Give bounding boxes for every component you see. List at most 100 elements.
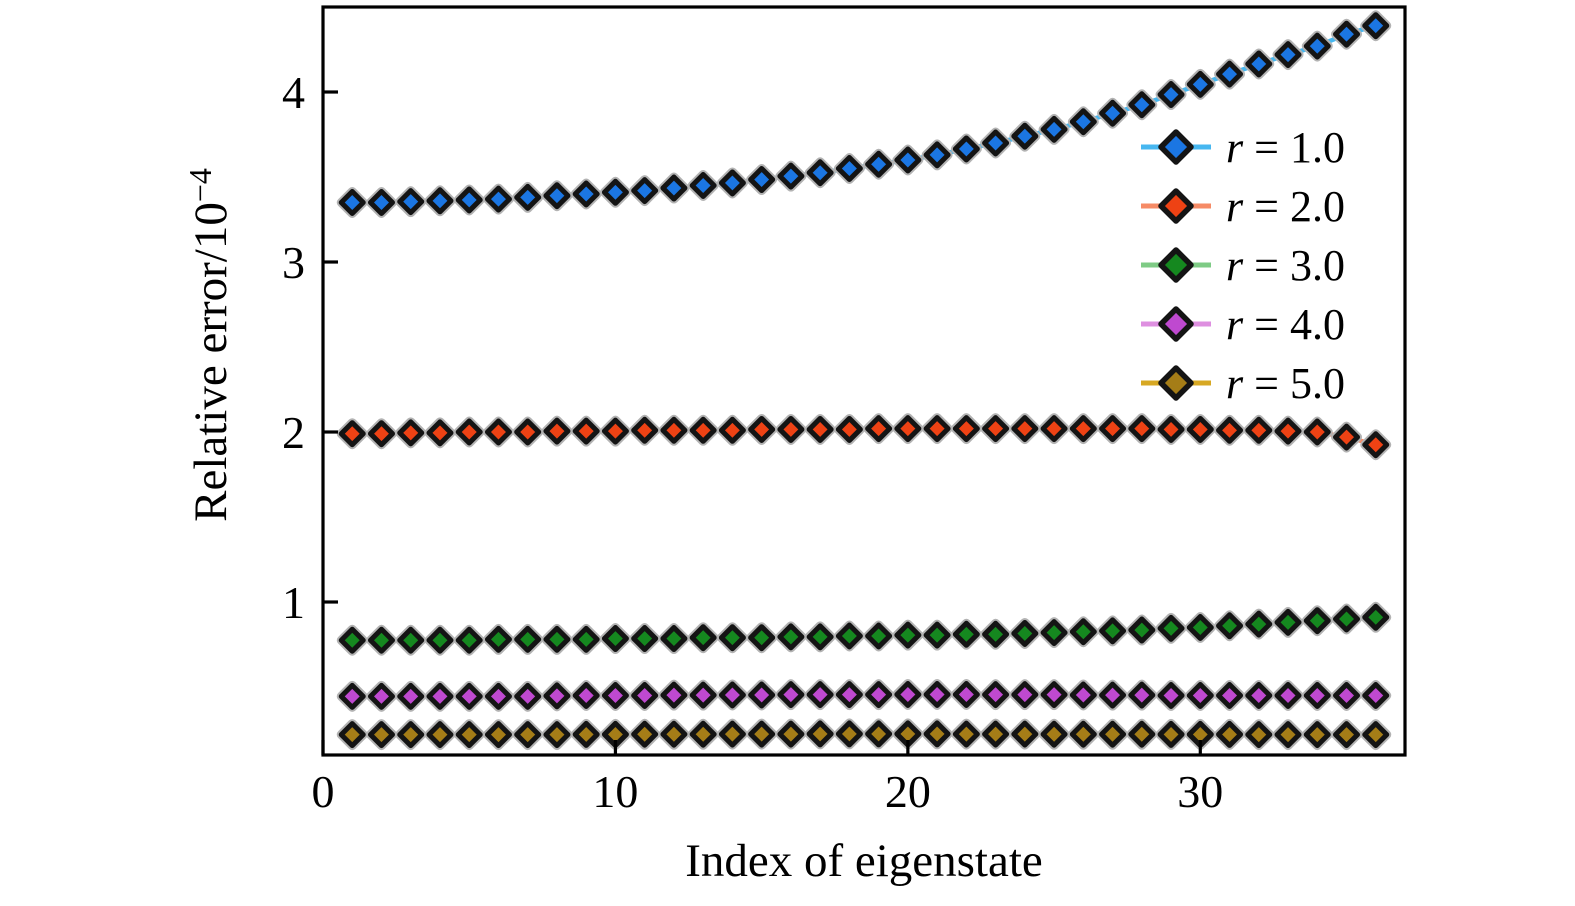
data-point	[894, 146, 922, 174]
data-point	[631, 625, 659, 653]
data-point	[835, 681, 863, 709]
data-point	[1362, 12, 1390, 40]
data-point	[660, 720, 688, 748]
data-point	[367, 420, 395, 448]
legend-entry-r=5.0: r = 5.0	[1141, 359, 1345, 408]
data-point	[923, 621, 951, 649]
data-point	[982, 415, 1010, 443]
y-tick-label: 3	[282, 237, 305, 288]
y-tick-label: 1	[282, 577, 305, 628]
data-point	[865, 415, 893, 443]
data-point	[718, 720, 746, 748]
data-point	[1069, 681, 1097, 709]
data-point	[923, 141, 951, 169]
data-point	[1099, 720, 1127, 748]
x-axis-label: Index of eigenstate	[685, 835, 1043, 887]
data-point	[1216, 720, 1244, 748]
data-point	[1069, 618, 1097, 646]
data-point	[923, 720, 951, 748]
data-point	[367, 626, 395, 654]
data-point	[1099, 415, 1127, 443]
data-point	[835, 720, 863, 748]
data-point	[543, 625, 571, 653]
legend-entry-r=2.0: r = 2.0	[1141, 182, 1345, 231]
data-point	[1040, 681, 1068, 709]
data-point	[1333, 605, 1361, 633]
data-point	[952, 680, 980, 708]
data-point	[777, 720, 805, 748]
data-point	[1333, 721, 1361, 749]
series-r=3.0	[336, 601, 1392, 656]
data-point	[338, 420, 366, 448]
data-point	[601, 178, 629, 206]
data-point	[1011, 681, 1039, 709]
data-point	[338, 682, 366, 710]
x-tick-label: 10	[592, 766, 638, 817]
data-point	[426, 682, 454, 710]
series-r=2.0	[336, 413, 1392, 461]
data-point	[338, 189, 366, 216]
axes-frame	[321, 5, 1407, 757]
data-point	[572, 417, 600, 445]
data-point	[1274, 41, 1302, 69]
legend-marker-icon	[1158, 188, 1194, 224]
legend-marker-icon	[1158, 365, 1194, 401]
data-point	[806, 623, 834, 651]
data-point	[1099, 681, 1127, 709]
data-point	[514, 418, 542, 446]
data-point	[1216, 612, 1244, 640]
data-point	[1186, 70, 1214, 98]
data-point	[689, 720, 717, 748]
legend-entry-r=4.0: r = 4.0	[1141, 300, 1345, 349]
data-point	[748, 720, 776, 748]
data-point	[1303, 607, 1331, 635]
data-point	[777, 623, 805, 651]
data-point	[718, 169, 746, 197]
data-point	[982, 620, 1010, 648]
data-point	[982, 720, 1010, 748]
data-point	[1362, 682, 1390, 709]
data-point	[1186, 682, 1214, 709]
data-point	[952, 720, 980, 748]
data-point	[748, 624, 776, 652]
data-point	[1069, 108, 1097, 136]
data-point	[426, 419, 454, 447]
data-point	[689, 681, 717, 709]
data-point	[631, 720, 659, 748]
series-r=5.0	[336, 718, 1392, 751]
data-point	[484, 418, 512, 446]
data-point	[484, 185, 512, 213]
data-point	[1303, 682, 1331, 709]
data-point	[952, 415, 980, 443]
data-point	[806, 415, 834, 443]
data-point	[952, 135, 980, 163]
data-point	[1069, 720, 1097, 748]
data-point	[1216, 416, 1244, 444]
data-point	[1040, 115, 1068, 143]
data-point	[455, 682, 483, 710]
data-point	[631, 416, 659, 444]
data-point	[923, 680, 951, 708]
x-tick-label: 20	[885, 766, 931, 817]
data-point	[1011, 122, 1039, 150]
data-point	[748, 415, 776, 443]
legend-marker-icon	[1158, 306, 1194, 342]
legend-entry-r=3.0: r = 3.0	[1141, 241, 1345, 290]
data-point	[660, 416, 688, 444]
data-point	[777, 415, 805, 443]
data-point	[455, 721, 483, 749]
data-point	[426, 721, 454, 749]
data-point	[1245, 721, 1273, 749]
data-point	[514, 682, 542, 710]
data-point	[601, 682, 629, 709]
data-point	[1157, 682, 1185, 709]
data-point	[689, 624, 717, 652]
data-point	[455, 418, 483, 446]
data-point	[338, 626, 366, 654]
data-point	[455, 186, 483, 214]
data-point	[543, 182, 571, 210]
data-point	[1011, 619, 1039, 647]
series-r=4.0	[336, 678, 1392, 712]
